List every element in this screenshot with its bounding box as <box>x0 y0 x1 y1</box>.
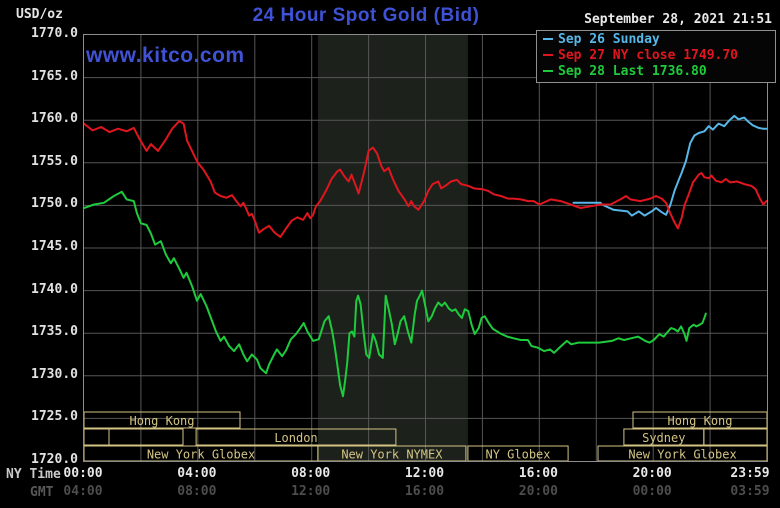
price-chart-svg: Hong Kong Hong Kong London Sydney New York G… <box>84 35 767 461</box>
chart-datetime: September 28, 2021 21:51 <box>584 12 772 27</box>
session-label: New York Globex <box>147 448 255 462</box>
units-label: USD/oz <box>16 7 63 22</box>
session-box <box>108 428 184 446</box>
session-label: Sydney <box>642 431 685 445</box>
kitco-watermark: www.kitco.com <box>86 44 245 67</box>
session-label: London <box>274 431 317 445</box>
y-tick-label: 1740.0 <box>31 281 78 297</box>
x-tick-label: 20:00 <box>518 484 558 499</box>
y-tick-label: 1725.0 <box>31 409 78 425</box>
y-tick-label: 1720.0 <box>31 452 78 467</box>
x-tick-label: 00:00 <box>632 484 672 499</box>
y-tick-label: 1735.0 <box>31 324 78 340</box>
legend-label: Sep 26 Sunday <box>558 32 660 47</box>
ny-time-axis-label: NY Time <box>6 467 61 482</box>
legend-item-2: Sep 28 Last 1736.80 <box>541 64 775 80</box>
plot-area: Hong Kong Hong Kong London Sydney New York G… <box>83 34 768 462</box>
legend-label: Sep 27 NY close 1749.70 <box>558 48 739 63</box>
session-box <box>317 445 467 461</box>
y-tick-label: 1730.0 <box>31 366 78 382</box>
page-title: 24 Hour Spot Gold (Bid) <box>252 5 480 26</box>
session-box <box>703 428 767 446</box>
y-tick-label: 1750.0 <box>31 196 78 212</box>
y-tick-label: 1770.0 <box>31 26 78 41</box>
legend-item-0: Sep 26 Sunday <box>541 32 775 48</box>
x-tick-label: 12:00 <box>404 466 445 481</box>
x-tick-label: 23:59 <box>730 466 770 481</box>
legend-box: Sep 26 Sunday Sep 27 NY close 1749.70 Sep … <box>536 30 776 83</box>
x-tick-label: 16:00 <box>518 466 558 481</box>
x-tick-label: 04:00 <box>177 466 217 481</box>
x-tick-label: 08:00 <box>291 466 331 481</box>
legend-item-1: Sep 27 NY close 1749.70 <box>541 48 775 64</box>
x-tick-label: 04:00 <box>63 484 103 499</box>
session-label: NY Globex <box>485 448 550 462</box>
x-tick-label: 16:00 <box>404 484 445 499</box>
x-tick-label: 20:00 <box>632 466 672 481</box>
price-line-1 <box>84 120 767 238</box>
price-line-2 <box>84 190 707 398</box>
y-tick-label: 1760.0 <box>31 111 78 127</box>
session-label: New York NYMEX <box>341 448 443 462</box>
session-box <box>84 428 110 446</box>
legend-dash-icon <box>543 54 553 56</box>
session-label: New York Globex <box>628 448 736 462</box>
session-label: Hong Kong <box>129 414 194 428</box>
y-tick-label: 1755.0 <box>31 153 78 169</box>
legend-dash-icon <box>543 70 553 72</box>
y-tick-label: 1765.0 <box>31 68 78 84</box>
session-box <box>467 445 569 461</box>
x-tick-label: 12:00 <box>291 484 331 499</box>
session-box <box>84 411 241 429</box>
y-tick-label: 1745.0 <box>31 239 78 254</box>
gmt-axis-label: GMT <box>30 485 54 500</box>
x-tick-label: 00:00 <box>63 466 103 481</box>
price-line-0 <box>572 114 767 217</box>
session-label: Hong Kong <box>667 414 732 428</box>
session-box <box>195 428 397 446</box>
x-tick-label: 08:00 <box>177 484 217 499</box>
session-box <box>632 411 767 429</box>
legend-label: Sep 28 Last 1736.80 <box>558 64 707 79</box>
legend-dash-icon <box>543 38 553 40</box>
session-box <box>597 445 767 461</box>
x-tick-label: 03:59 <box>730 484 770 499</box>
